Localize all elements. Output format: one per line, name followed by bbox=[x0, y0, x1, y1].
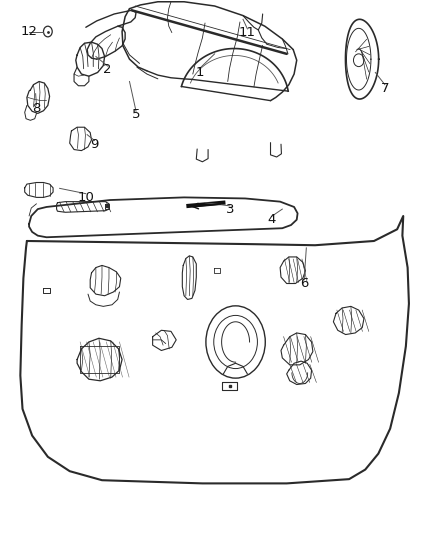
Text: 6: 6 bbox=[300, 277, 308, 290]
Text: 4: 4 bbox=[267, 213, 276, 226]
Text: 3: 3 bbox=[226, 203, 234, 216]
Text: 12: 12 bbox=[21, 25, 38, 38]
Text: 5: 5 bbox=[132, 109, 140, 122]
Text: 11: 11 bbox=[239, 26, 256, 39]
Text: 10: 10 bbox=[78, 191, 94, 204]
Text: 1: 1 bbox=[195, 66, 204, 79]
Text: 2: 2 bbox=[103, 63, 112, 76]
Text: 7: 7 bbox=[381, 82, 389, 95]
Text: 8: 8 bbox=[32, 102, 41, 115]
Text: 9: 9 bbox=[90, 138, 99, 151]
